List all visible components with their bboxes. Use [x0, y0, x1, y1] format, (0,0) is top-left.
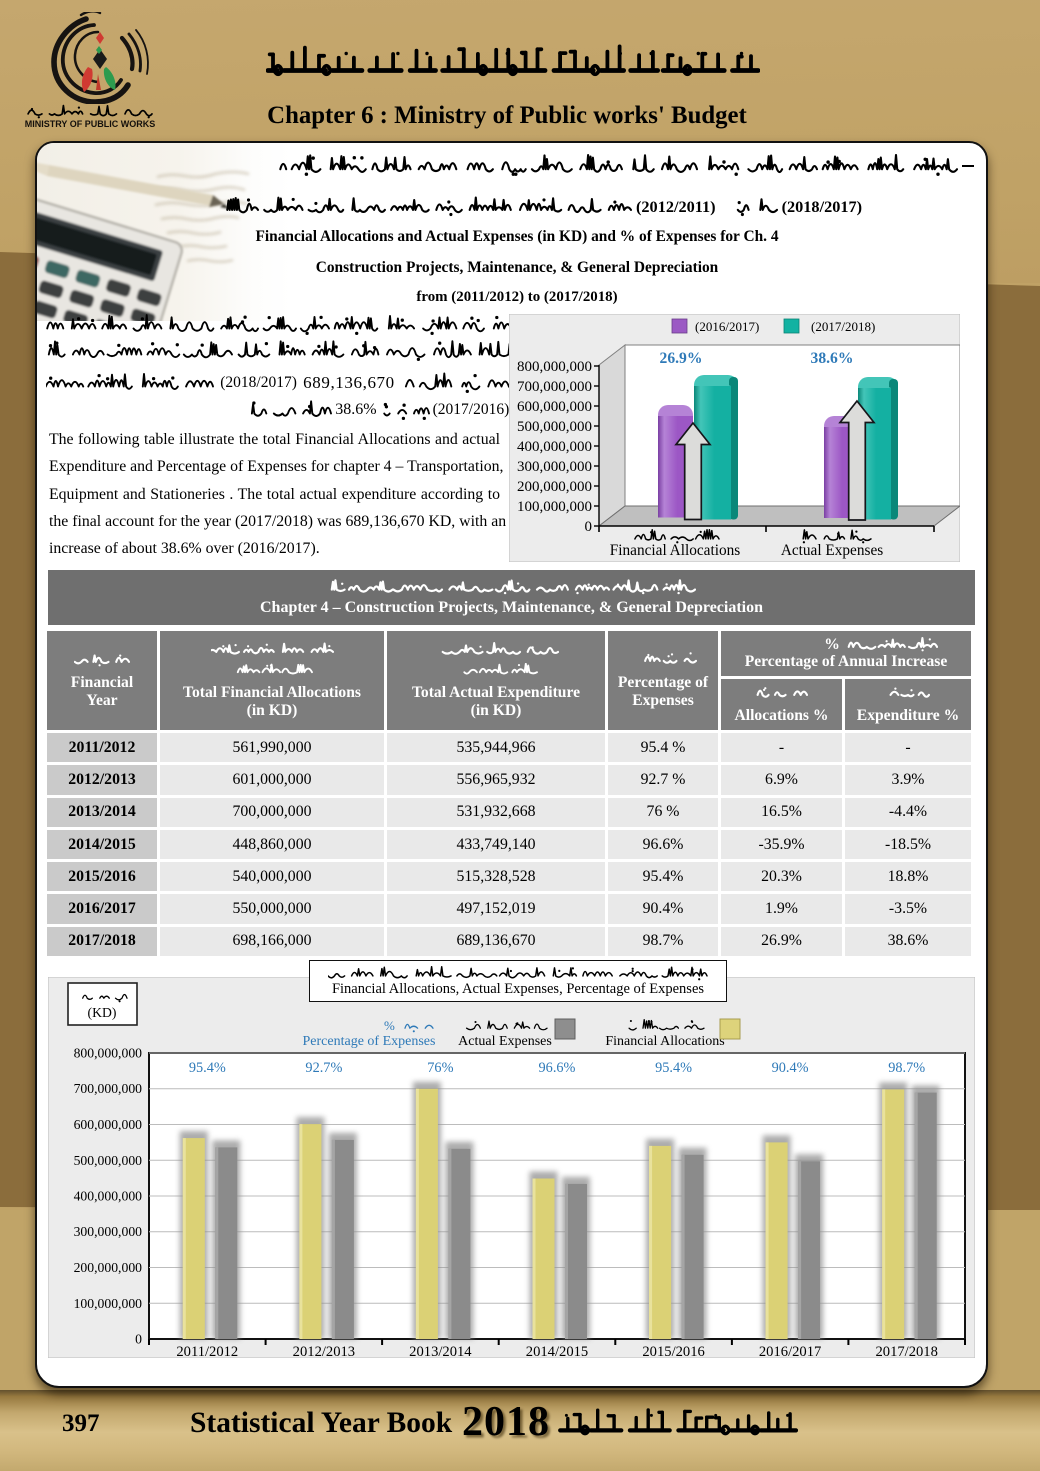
- svg-text:Actual Expenses: Actual Expenses: [781, 542, 883, 559]
- svg-text:200,000,000: 200,000,000: [74, 1260, 143, 1275]
- svg-text:800,000,000: 800,000,000: [74, 1046, 143, 1061]
- svg-text:100,000,000: 100,000,000: [517, 499, 592, 515]
- svg-text:700,000,000: 700,000,000: [517, 379, 592, 395]
- svg-text:600,000,000: 600,000,000: [74, 1117, 143, 1132]
- svg-text:2017/2018: 2017/2018: [875, 1344, 937, 1358]
- svg-text:(2017/2018): (2017/2018): [811, 319, 875, 334]
- svg-text:95.4%: 95.4%: [189, 1060, 226, 1076]
- svg-text:(KD): (KD): [88, 1005, 117, 1021]
- svg-text:700,000,000: 700,000,000: [74, 1081, 143, 1096]
- svg-text:92.7%: 92.7%: [305, 1060, 342, 1076]
- svg-text:2016/2017: 2016/2017: [759, 1344, 821, 1358]
- svg-text:2011/2012: 2011/2012: [176, 1344, 238, 1358]
- svg-text:95.4%: 95.4%: [655, 1060, 692, 1076]
- svg-text:200,000,000: 200,000,000: [517, 479, 592, 495]
- svg-text:76%: 76%: [427, 1060, 453, 1076]
- svg-text:0: 0: [135, 1332, 142, 1347]
- svg-text:Actual Expenses: Actual Expenses: [458, 1034, 552, 1049]
- svg-text:300,000,000: 300,000,000: [517, 459, 592, 475]
- svg-text:0: 0: [585, 519, 593, 535]
- svg-text:800,000,000: 800,000,000: [517, 359, 592, 375]
- svg-text:90.4%: 90.4%: [772, 1060, 809, 1076]
- svg-text:500,000,000: 500,000,000: [517, 419, 592, 435]
- svg-text:96.6%: 96.6%: [539, 1060, 576, 1076]
- svg-text:400,000,000: 400,000,000: [517, 439, 592, 455]
- svg-text:500,000,000: 500,000,000: [74, 1153, 143, 1168]
- svg-text:300,000,000: 300,000,000: [74, 1224, 143, 1239]
- svg-text:400,000,000: 400,000,000: [74, 1189, 143, 1204]
- svg-text:100,000,000: 100,000,000: [74, 1296, 143, 1311]
- svg-text:Financial Allocations: Financial Allocations: [605, 1034, 724, 1049]
- svg-text:2015/2016: 2015/2016: [642, 1344, 704, 1358]
- svg-text:600,000,000: 600,000,000: [517, 399, 592, 415]
- svg-text:2012/2013: 2012/2013: [293, 1344, 355, 1358]
- svg-text:Financial Allocations: Financial Allocations: [610, 542, 740, 559]
- svg-text:2013/2014: 2013/2014: [409, 1344, 472, 1358]
- svg-text:(2016/2017): (2016/2017): [695, 319, 759, 334]
- svg-text:26.9%: 26.9%: [660, 350, 703, 367]
- svg-text:%: %: [384, 1018, 395, 1033]
- svg-text:2014/2015: 2014/2015: [526, 1344, 588, 1358]
- svg-text:38.6%: 38.6%: [811, 350, 854, 367]
- svg-text:98.7%: 98.7%: [888, 1060, 925, 1076]
- svg-text:Percentage of Expenses: Percentage of Expenses: [303, 1034, 436, 1049]
